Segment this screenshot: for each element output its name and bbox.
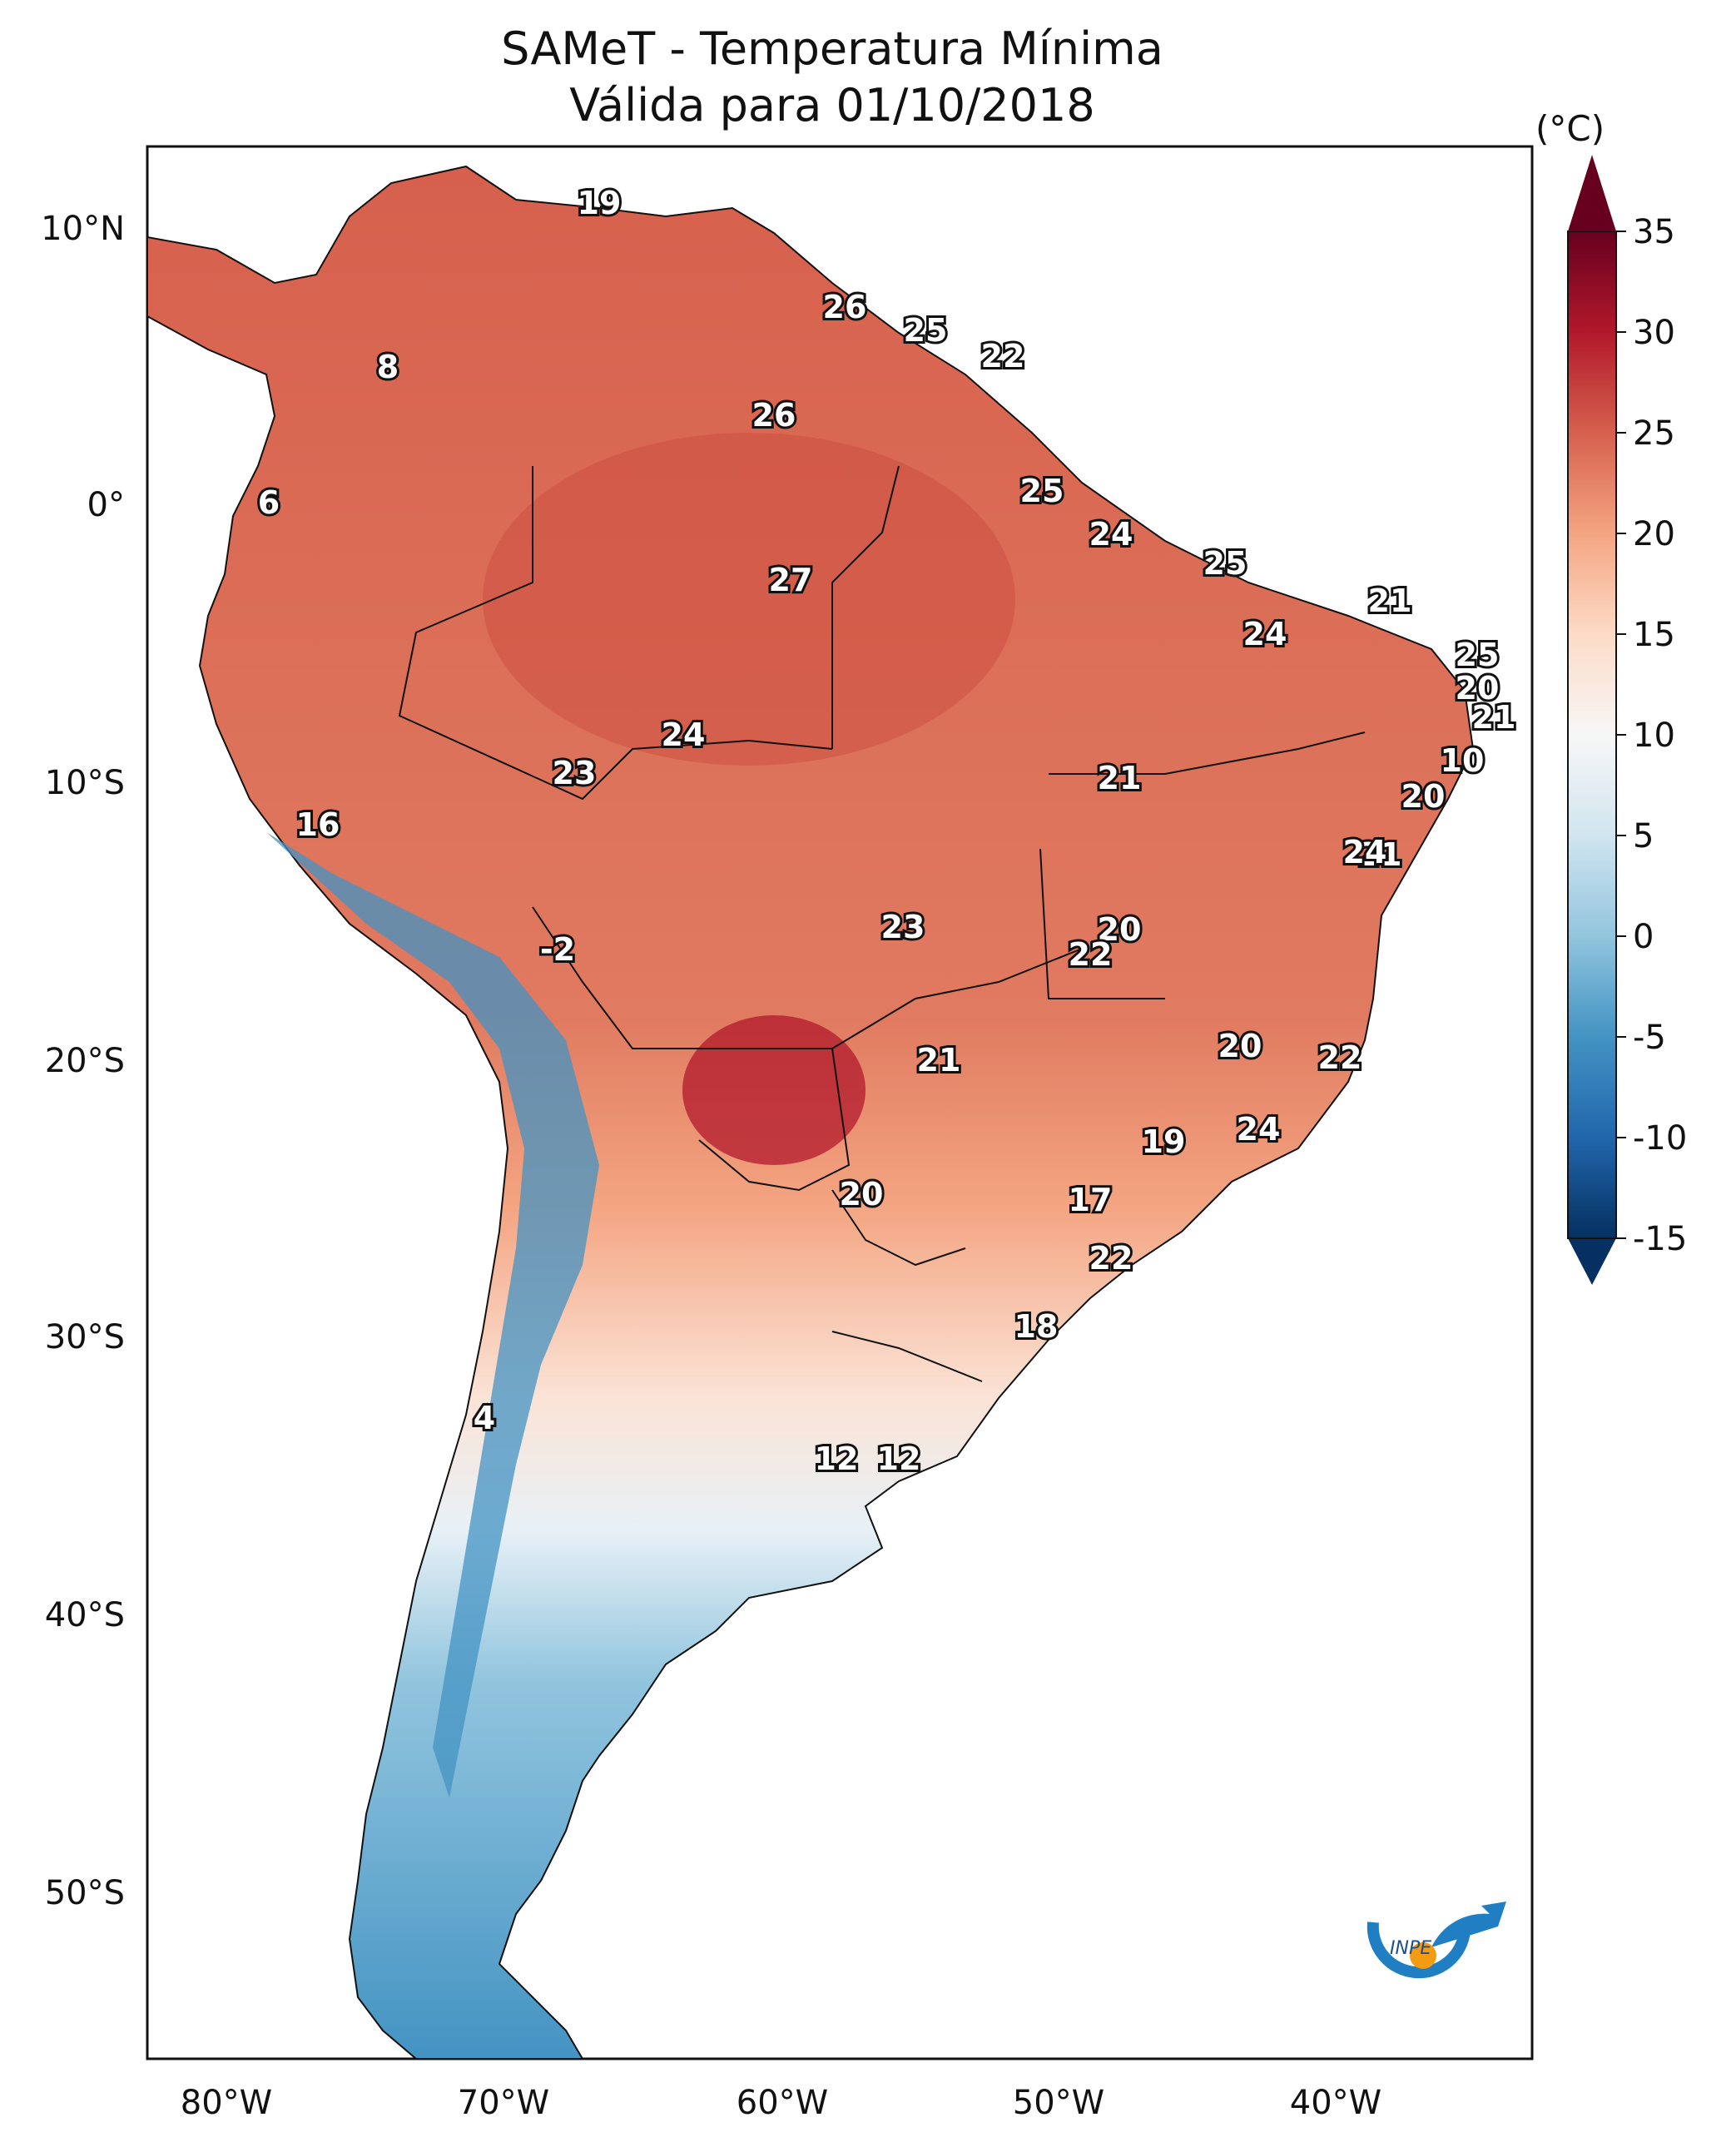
temperature-label: 21 [917, 1042, 961, 1078]
colorbar-tick-label: -5 [1633, 1019, 1666, 1057]
lat-tick: 30°S [45, 1318, 125, 1356]
colorbar: 35 30 25 20 15 10 5 0 -5 -10 -15 [1567, 155, 1687, 1285]
temperature-label: 6 [258, 484, 280, 521]
lat-tick: 20°S [45, 1042, 125, 1080]
temperature-label: 19 [578, 185, 622, 221]
temperature-label: 23 [553, 755, 597, 791]
amazon-warm-region [483, 433, 1015, 766]
lat-tick: 50°S [45, 1874, 125, 1912]
temperature-label: 20 [1401, 778, 1446, 815]
lon-tick: 60°W [737, 2084, 828, 2122]
latitude-axis: 10°N 0° 10°S 20°S 30°S 40°S 50°S [41, 210, 125, 1912]
country-borders [398, 465, 1366, 1382]
temperature-label: 23 [881, 909, 925, 945]
temperature-label: 25 [1020, 473, 1064, 509]
temperature-label: -2 [540, 931, 575, 968]
temperature-label: 22 [1089, 1240, 1133, 1277]
temperature-label: 20 [1456, 670, 1500, 707]
temperature-label: 22 [981, 338, 1025, 374]
map-title: SAMeT - Temperatura Mínima [501, 22, 1163, 75]
temperature-label: 24 [1243, 616, 1287, 652]
colorbar-tick-label: 15 [1633, 616, 1675, 654]
colorbar-tick-label: 25 [1633, 414, 1675, 453]
paraguay-hot-region [682, 1015, 866, 1165]
temperature-label: 24 [662, 717, 706, 753]
temperature-label: 17 [1069, 1182, 1113, 1218]
temperature-label: 24 [1237, 1111, 1281, 1148]
temperature-label: 27 [769, 562, 813, 598]
temperature-label: 25 [1456, 637, 1500, 673]
colorbar-gradient [1567, 231, 1617, 1239]
colorbar-min-arrow [1568, 1238, 1616, 1285]
map-subtitle: Válida para 01/10/2018 [569, 79, 1095, 131]
colorbar-tick-label: 20 [1633, 515, 1675, 553]
lat-tick: 0° [87, 486, 125, 524]
temperature-label: 18 [1014, 1308, 1059, 1345]
colorbar-tick-label: -10 [1633, 1119, 1687, 1158]
temperature-label: 26 [823, 289, 867, 325]
temperature-label: 20 [1098, 911, 1142, 948]
lon-tick: 40°W [1290, 2084, 1381, 2122]
lon-tick: 70°W [458, 2084, 549, 2122]
colorbar-tick-label: 10 [1633, 717, 1675, 755]
temperature-label: 22 [1069, 936, 1113, 973]
inpe-logo: INPE [1366, 1902, 1506, 1979]
lat-tick: 10°S [45, 764, 125, 802]
colorbar-max-arrow [1568, 155, 1616, 231]
temperature-label: 26 [752, 397, 796, 434]
temperature-label: 12 [815, 1440, 859, 1477]
temperature-label: 24 [1343, 834, 1387, 870]
temperature-label: 24 [1089, 516, 1133, 553]
temperature-label: 20 [1218, 1028, 1262, 1064]
lat-tick: 10°N [41, 210, 125, 248]
temperature-label: 19 [1142, 1123, 1186, 1160]
temperature-label: 21 [1472, 699, 1516, 736]
lon-tick: 80°W [181, 2084, 272, 2122]
temperature-label: 21 [1098, 760, 1142, 796]
colorbar-tick-label: -15 [1633, 1220, 1687, 1258]
colorbar-tick-label: 5 [1633, 817, 1654, 855]
temperature-label: 8 [377, 349, 399, 385]
longitude-axis: 80°W 70°W 60°W 50°W 40°W [181, 2084, 1381, 2122]
temperature-label: 16 [296, 806, 340, 843]
colorbar-tick-label: 30 [1633, 314, 1675, 352]
temperature-label: 4 [474, 1400, 495, 1436]
temperature-label: 10 [1441, 742, 1485, 779]
temperature-label: 21 [1358, 836, 1402, 873]
temperature-label: 20 [840, 1176, 884, 1212]
temperature-label: 25 [904, 312, 948, 349]
lat-tick: 40°S [45, 1596, 125, 1634]
andes-cold-region [266, 832, 599, 1797]
logo-text: INPE [1390, 1938, 1431, 1959]
lon-tick: 50°W [1013, 2084, 1104, 2122]
colorbar-tick-label: 0 [1633, 918, 1654, 956]
temperature-label: 12 [877, 1440, 921, 1477]
temperature-label: 21 [1368, 583, 1412, 619]
temperature-label: 25 [1203, 545, 1247, 582]
temperature-label: 22 [1318, 1039, 1362, 1076]
colorbar-tick-label: 35 [1633, 213, 1675, 251]
colorbar-units: (°C) [1535, 108, 1605, 149]
